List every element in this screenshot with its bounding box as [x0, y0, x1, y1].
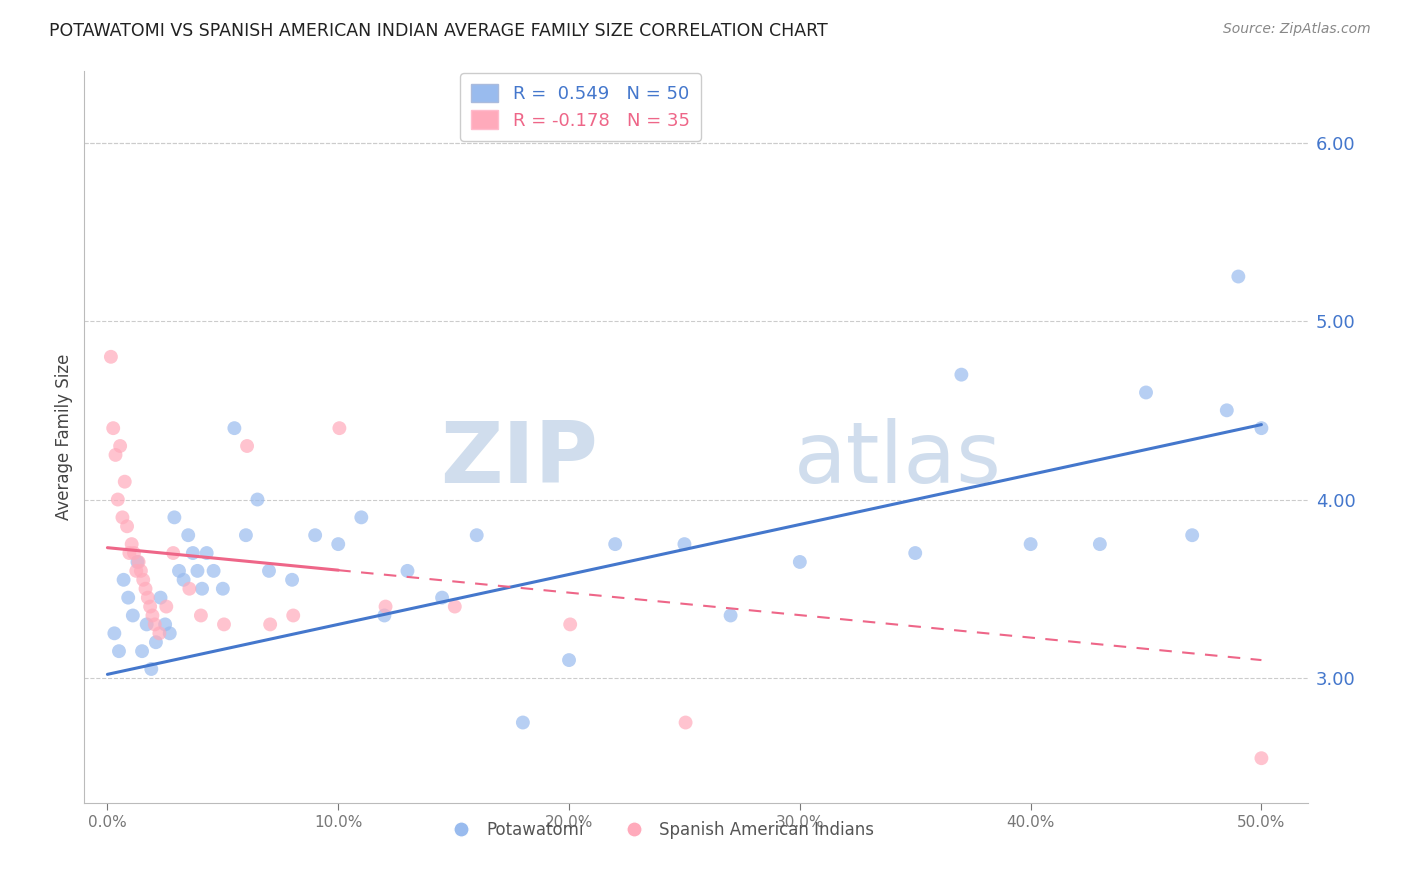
- Point: [121, 608, 143, 623]
- Point: [673, 537, 696, 551]
- Point: [111, 510, 134, 524]
- Text: ZIP: ZIP: [440, 417, 598, 500]
- Point: [177, 528, 200, 542]
- Point: [904, 546, 927, 560]
- Legend: Potawatomi, Spanish American Indians: Potawatomi, Spanish American Indians: [439, 814, 880, 846]
- Point: [112, 573, 135, 587]
- Point: [211, 582, 233, 596]
- Point: [108, 439, 131, 453]
- Point: [1250, 421, 1272, 435]
- Point: [153, 617, 176, 632]
- Point: [675, 715, 697, 730]
- Point: [155, 599, 177, 614]
- Point: [212, 617, 235, 632]
- Point: [127, 555, 149, 569]
- Point: [1227, 269, 1250, 284]
- Point: [149, 591, 172, 605]
- Point: [132, 573, 155, 587]
- Point: [236, 439, 259, 453]
- Point: [512, 715, 534, 730]
- Point: [191, 582, 214, 596]
- Point: [1019, 537, 1042, 551]
- Point: [139, 599, 162, 614]
- Point: [141, 608, 163, 623]
- Point: [1181, 528, 1204, 542]
- Point: [304, 528, 326, 542]
- Point: [135, 617, 157, 632]
- Point: [224, 421, 246, 435]
- Point: [328, 537, 350, 551]
- Point: [121, 537, 143, 551]
- Text: POTAWATOMI VS SPANISH AMERICAN INDIAN AVERAGE FAMILY SIZE CORRELATION CHART: POTAWATOMI VS SPANISH AMERICAN INDIAN AV…: [49, 22, 828, 40]
- Point: [167, 564, 190, 578]
- Point: [125, 564, 148, 578]
- Point: [373, 608, 395, 623]
- Point: [107, 492, 129, 507]
- Point: [259, 617, 281, 632]
- Point: [190, 608, 212, 623]
- Point: [104, 448, 127, 462]
- Point: [374, 599, 396, 614]
- Point: [281, 573, 304, 587]
- Point: [143, 617, 166, 632]
- Point: [163, 510, 186, 524]
- Point: [283, 608, 305, 623]
- Point: [173, 573, 195, 587]
- Point: [396, 564, 419, 578]
- Point: [235, 528, 257, 542]
- Point: [443, 599, 465, 614]
- Point: [1216, 403, 1239, 417]
- Point: [246, 492, 269, 507]
- Point: [181, 546, 204, 560]
- Point: [558, 653, 581, 667]
- Point: [789, 555, 811, 569]
- Point: [159, 626, 181, 640]
- Y-axis label: Average Family Size: Average Family Size: [55, 354, 73, 520]
- Point: [145, 635, 167, 649]
- Point: [103, 626, 125, 640]
- Point: [108, 644, 131, 658]
- Point: [128, 555, 150, 569]
- Text: Source: ZipAtlas.com: Source: ZipAtlas.com: [1223, 22, 1371, 37]
- Point: [118, 546, 141, 560]
- Point: [350, 510, 373, 524]
- Point: [129, 564, 152, 578]
- Point: [465, 528, 488, 542]
- Point: [430, 591, 453, 605]
- Point: [950, 368, 973, 382]
- Point: [195, 546, 218, 560]
- Point: [186, 564, 208, 578]
- Point: [135, 582, 157, 596]
- Point: [1088, 537, 1111, 551]
- Point: [100, 350, 122, 364]
- Point: [115, 519, 138, 533]
- Point: [117, 591, 139, 605]
- Point: [328, 421, 350, 435]
- Point: [103, 421, 125, 435]
- Point: [141, 662, 163, 676]
- Point: [202, 564, 225, 578]
- Point: [122, 546, 145, 560]
- Point: [720, 608, 742, 623]
- Point: [179, 582, 201, 596]
- Point: [162, 546, 184, 560]
- Point: [114, 475, 136, 489]
- Text: atlas: atlas: [794, 417, 1002, 500]
- Point: [1250, 751, 1272, 765]
- Point: [605, 537, 627, 551]
- Point: [148, 626, 170, 640]
- Point: [131, 644, 153, 658]
- Point: [257, 564, 280, 578]
- Point: [1135, 385, 1157, 400]
- Point: [560, 617, 582, 632]
- Point: [136, 591, 159, 605]
